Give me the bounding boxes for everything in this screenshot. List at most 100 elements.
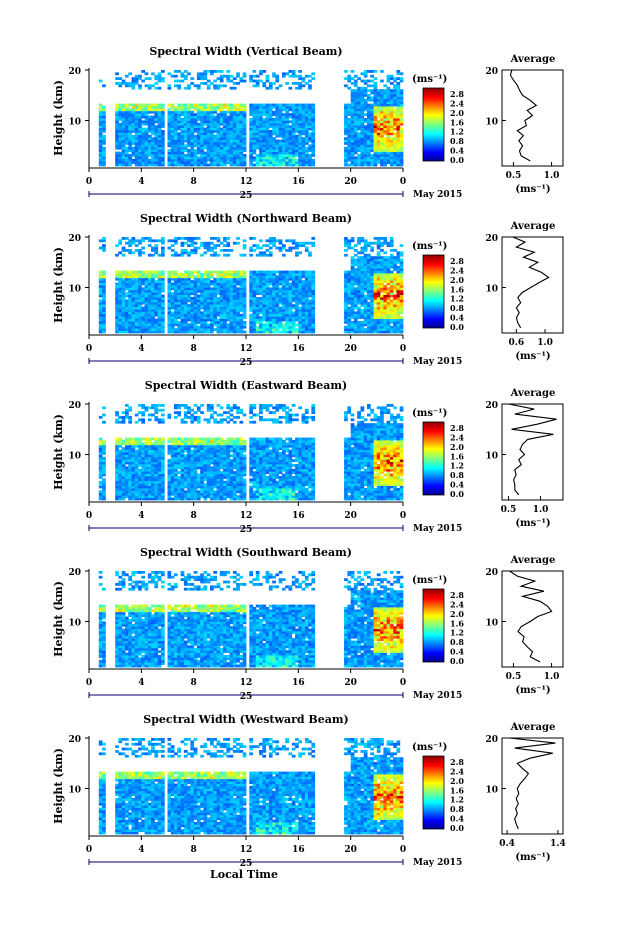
heatmap-cell [239, 161, 244, 164]
heatmap-cell [370, 137, 374, 140]
heatmap-cell [177, 277, 181, 281]
heatmap-cell [161, 163, 165, 167]
heatmap-cell [118, 297, 123, 300]
heatmap-cell [275, 270, 280, 274]
heatmap-cell [252, 287, 257, 291]
heatmap-cell [291, 306, 296, 310]
heatmap-cell [295, 304, 299, 307]
heatmap-cell [255, 158, 260, 162]
heatmap-cell [370, 146, 374, 150]
heatmap-cell [373, 241, 378, 245]
heatmap-cell [229, 146, 234, 150]
heatmap-cell [363, 306, 368, 310]
heatmap-cell [174, 144, 178, 148]
heatmap-cell [154, 163, 159, 167]
heatmap-cell [353, 313, 358, 317]
heatmap-cell [386, 275, 391, 279]
heatmap-cell [226, 118, 231, 121]
heatmap-cell [170, 270, 175, 274]
heatmap-cell [131, 241, 136, 245]
heatmap-cell [393, 294, 397, 298]
heatmap-cell [121, 79, 126, 83]
heatmap-cell [389, 74, 394, 78]
heatmap-cell [262, 275, 267, 279]
heatmap-cell [347, 294, 352, 298]
heatmap-cell [216, 77, 221, 80]
heatmap-cell [157, 304, 162, 307]
heatmap-cell [121, 113, 126, 116]
heatmap-cell [278, 115, 283, 119]
heatmap-cell [102, 316, 106, 319]
heatmap-cell [154, 106, 159, 109]
heatmap-cell [102, 139, 106, 143]
heatmap-cell [213, 297, 217, 300]
heatmap-cell [396, 268, 401, 271]
heatmap-cell [393, 285, 397, 288]
heatmap-cell [373, 294, 378, 298]
heatmap-cell [210, 237, 214, 240]
heatmap-cell [291, 144, 296, 148]
heatmap-cell [295, 146, 299, 150]
heatmap-cell [367, 268, 371, 271]
heatmap-cell [193, 106, 198, 109]
heatmap-cell [177, 292, 181, 295]
heatmap-cell [268, 323, 273, 327]
heatmap-cell [272, 330, 276, 334]
heatmap-cell [383, 163, 388, 167]
heatmap-cell [229, 132, 234, 136]
heatmap-cell [200, 301, 204, 305]
heatmap-cell [282, 137, 286, 140]
heatmap-cell [125, 449, 129, 453]
heatmap-cell [134, 285, 139, 288]
heatmap-cell [304, 270, 309, 274]
heatmap-cell [167, 325, 172, 329]
heatmap-cell [161, 130, 165, 133]
heatmap-cell [226, 137, 231, 140]
heatmap-cell [370, 149, 374, 152]
heatmap-cell [389, 316, 394, 319]
heatmap-cell [268, 110, 273, 114]
heatmap-cell [174, 328, 178, 331]
heatmap-cell [131, 79, 136, 83]
heatmap-cell [141, 103, 145, 107]
heatmap-cell [190, 325, 195, 329]
heatmap-cell [308, 292, 312, 295]
heatmap-cell [125, 82, 129, 85]
heatmap-cell [291, 282, 296, 286]
heatmap-cell [272, 122, 276, 126]
heatmap-cell [278, 316, 283, 319]
heatmap-cell [393, 275, 397, 279]
heatmap-cell [242, 161, 247, 164]
heatmap-cell [288, 292, 293, 295]
heatmap-cell [196, 149, 201, 152]
heatmap-cell [200, 118, 204, 121]
heatmap-cell [223, 289, 227, 293]
heatmap-cell [399, 321, 404, 324]
heatmap-cell [389, 299, 394, 303]
heatmap-cell [363, 311, 368, 315]
heatmap-cell [389, 318, 394, 322]
heatmap-cell [298, 84, 302, 88]
heatmap-cell [187, 277, 191, 281]
heatmap-cell [121, 115, 126, 119]
heatmap-cell [216, 277, 221, 281]
heatmap-cell [393, 330, 397, 334]
heatmap-cell [242, 146, 247, 150]
heatmap-cell [98, 292, 103, 295]
heatmap-cell [151, 108, 155, 112]
heatmap-cell [210, 289, 214, 293]
heatmap-cell [118, 485, 123, 489]
heatmap-cell [121, 485, 126, 489]
heatmap-cell [367, 292, 371, 295]
heatmap-cell [203, 74, 208, 78]
heatmap-cell [174, 253, 178, 257]
heatmap-cell [134, 306, 139, 310]
heatmap-cell [399, 292, 404, 295]
heatmap-cell [393, 263, 397, 267]
heatmap-cell [125, 476, 129, 479]
heatmap-cell [223, 156, 227, 160]
heatmap-cell [157, 275, 162, 279]
heatmap-cell [275, 306, 280, 310]
heatmap-cell [180, 313, 185, 317]
heatmap-cell [344, 156, 348, 160]
